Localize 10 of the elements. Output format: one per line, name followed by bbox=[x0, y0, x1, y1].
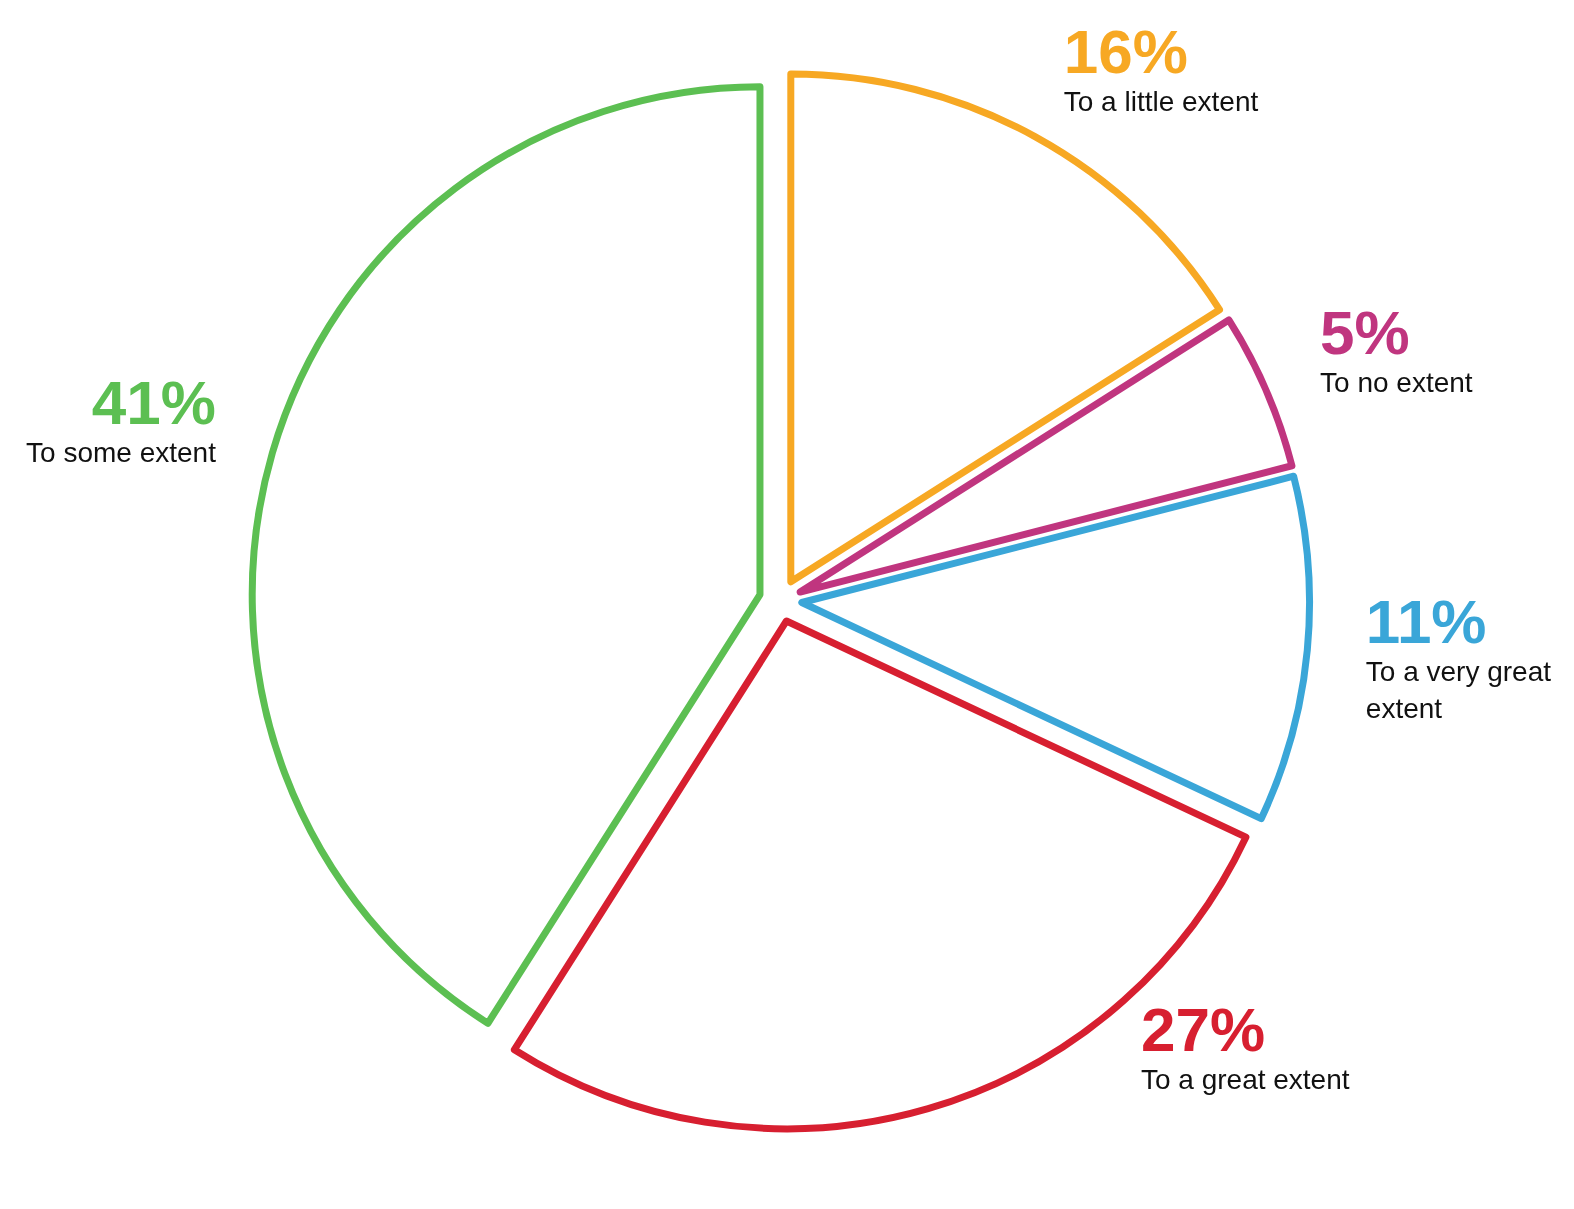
data-label: 16% bbox=[1063, 17, 1188, 87]
slice-label: To a great extent bbox=[1140, 1064, 1350, 1096]
data-label: 11% bbox=[1365, 586, 1487, 656]
data-label: 41% bbox=[91, 367, 216, 437]
data-label: 5% bbox=[1320, 298, 1410, 368]
slice-label: To a very great extent bbox=[1365, 655, 1552, 724]
data-label: 27% bbox=[1140, 995, 1266, 1065]
slice-label: To a little extent bbox=[1063, 86, 1259, 118]
slice-label: To some extent bbox=[26, 436, 217, 468]
slice-label: To no extent bbox=[1320, 367, 1473, 399]
